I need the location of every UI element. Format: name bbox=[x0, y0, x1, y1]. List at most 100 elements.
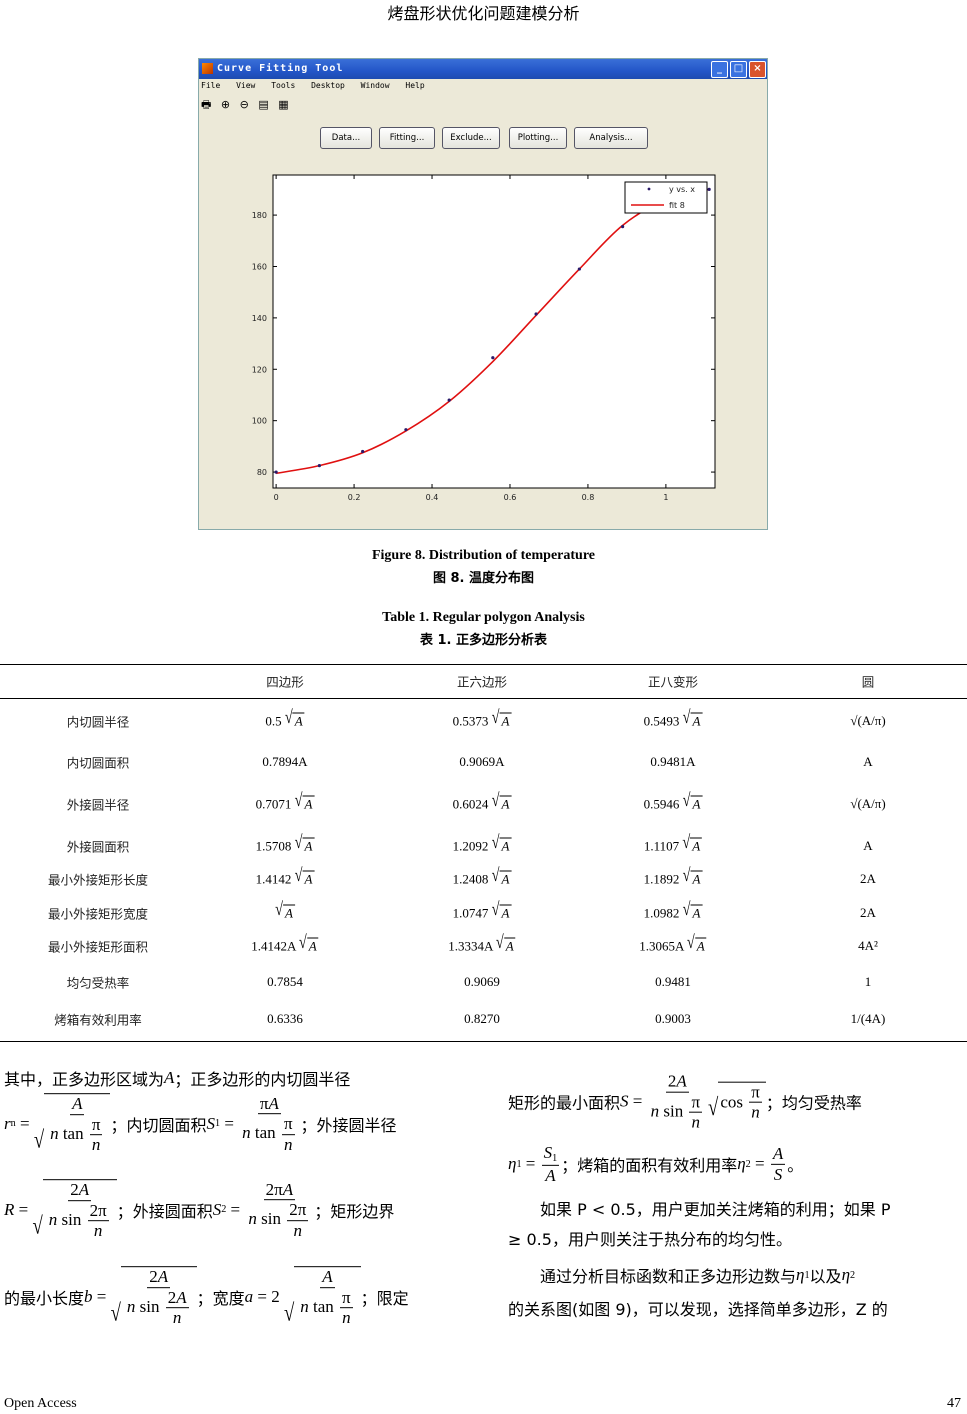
fraction: 2π n bbox=[87, 1201, 109, 1241]
radical-sign: √ bbox=[708, 1093, 719, 1122]
table-cell: 1.2092 √ A bbox=[453, 832, 512, 855]
subscript: 1 bbox=[804, 1269, 810, 1281]
column-header: 正八变形 bbox=[647, 674, 699, 690]
zoom-out-icon[interactable]: ⊖ bbox=[239, 98, 249, 111]
math-variable: A bbox=[501, 905, 510, 921]
table-cell: √(A/π) bbox=[850, 713, 885, 729]
math-variable: A bbox=[72, 1094, 83, 1114]
math-text: cos bbox=[720, 1092, 748, 1112]
math-variable: A bbox=[692, 713, 701, 729]
numerator: π bbox=[340, 1288, 353, 1309]
math-variable: a bbox=[244, 1286, 254, 1306]
legend-icon[interactable]: ▤ bbox=[258, 98, 269, 111]
x-tick-label: 0.2 bbox=[348, 493, 361, 502]
legend-label-fit: fit 8 bbox=[669, 201, 685, 210]
footer-open-access: Open Access bbox=[4, 1396, 77, 1411]
math-variable: n bbox=[50, 1123, 59, 1143]
zoom-in-icon[interactable]: ⊕ bbox=[220, 98, 231, 111]
data-button[interactable]: Data... bbox=[320, 127, 372, 149]
table-cell: 0.5946 √ A bbox=[644, 790, 703, 813]
radicand: A bbox=[292, 712, 305, 730]
denominator: n bbox=[340, 1308, 353, 1328]
x-tick-label: 0 bbox=[274, 493, 279, 502]
cell-value: 1.0982 bbox=[643, 905, 683, 920]
text: 通过分析目标函数和正多边形边数与 bbox=[508, 1267, 797, 1286]
cell-value: 0.5373 bbox=[452, 713, 492, 728]
math-text: = bbox=[92, 1286, 111, 1306]
row-label: 外接圆半径 bbox=[66, 797, 130, 813]
text: ；正多边形的内切圆半径 bbox=[174, 1070, 351, 1089]
fraction: S1 A bbox=[541, 1143, 560, 1185]
x-tick-label: 0.8 bbox=[582, 493, 595, 502]
subscript: 2 bbox=[850, 1269, 856, 1281]
radical-sign: √ bbox=[491, 832, 500, 854]
square-root: √ A bbox=[295, 790, 315, 813]
cell-value: 0.7071 bbox=[255, 796, 295, 811]
math-text: π bbox=[283, 1114, 293, 1134]
denominator: n bbox=[292, 1221, 305, 1241]
radical-sign: √ bbox=[491, 865, 500, 887]
analysis-button[interactable]: Analysis... bbox=[574, 127, 648, 149]
denominator: n sin 2π n bbox=[47, 1201, 113, 1241]
text: 的最小长度 bbox=[4, 1288, 85, 1308]
menu-view[interactable]: View bbox=[236, 81, 256, 90]
menu-tools[interactable]: Tools bbox=[271, 81, 296, 90]
table-cell: √ A bbox=[275, 899, 295, 922]
grid-icon[interactable]: ▦ bbox=[278, 98, 289, 111]
math-text: tan bbox=[250, 1123, 280, 1143]
numerator: π bbox=[689, 1092, 703, 1113]
radical-sign: √ bbox=[495, 932, 504, 954]
menu-help[interactable]: Help bbox=[405, 81, 425, 90]
math-text: 2 bbox=[167, 1287, 177, 1307]
math-variable: A bbox=[501, 713, 510, 729]
text-line: ≥ 0.5，用户则关注于热分布的均匀性。 bbox=[508, 1226, 792, 1250]
math-variable: η bbox=[737, 1154, 746, 1173]
math-variable: A bbox=[308, 938, 317, 954]
cell-value: 2A bbox=[860, 905, 876, 920]
print-icon[interactable]: 🖶 bbox=[201, 98, 212, 111]
plotting-button[interactable]: Plotting... bbox=[509, 127, 567, 149]
radical-sign: √ bbox=[682, 790, 691, 812]
numerator: S1 bbox=[541, 1143, 560, 1166]
menu-window[interactable]: Window bbox=[360, 81, 390, 90]
row-label: 烤箱有效利用率 bbox=[54, 1012, 142, 1028]
radical-sign: √ bbox=[682, 899, 691, 921]
menu-file[interactable]: File bbox=[201, 81, 221, 90]
legend-label-data: y vs. x bbox=[669, 185, 695, 194]
maximize-button[interactable]: □ bbox=[730, 61, 747, 78]
exclude-button[interactable]: Exclude... bbox=[442, 127, 500, 149]
math-variable: n bbox=[300, 1296, 309, 1316]
y-tick-label: 120 bbox=[252, 365, 267, 374]
cell-value: 0.5493 bbox=[643, 713, 683, 728]
x-tick-label: 1 bbox=[663, 493, 668, 502]
math-text: = bbox=[750, 1154, 769, 1173]
text: 以及 bbox=[809, 1267, 842, 1286]
square-root: √ A bbox=[683, 790, 703, 813]
close-button[interactable]: × bbox=[749, 61, 766, 78]
math-variable: A bbox=[501, 796, 510, 812]
math-text: = bbox=[220, 1113, 239, 1133]
text: 矩形的最小面积 bbox=[508, 1093, 621, 1113]
table-cell: 1.2408 √ A bbox=[453, 865, 512, 888]
square-root: √ A bbox=[683, 865, 703, 888]
window-title-bar[interactable]: Curve Fitting Tool _ □ × bbox=[199, 59, 767, 79]
numerator: 2A bbox=[147, 1267, 171, 1288]
radicand: A bbox=[690, 837, 703, 855]
cell-value: 1.3334A bbox=[448, 938, 496, 953]
table-cell: 1.0982 √ A bbox=[643, 899, 703, 922]
fitting-button[interactable]: Fitting... bbox=[379, 127, 435, 149]
table-cell: 1.1892 √ A bbox=[644, 865, 703, 888]
math-variable: A bbox=[304, 838, 313, 854]
math-text: π bbox=[751, 1082, 760, 1102]
denominator: n bbox=[749, 1103, 762, 1123]
math-variable: n bbox=[293, 1220, 303, 1240]
cell-value: 0.9481A bbox=[650, 754, 696, 769]
menu-desktop[interactable]: Desktop bbox=[311, 81, 345, 90]
radicand: 2A n sin 2π n bbox=[42, 1179, 117, 1241]
math-variable: A bbox=[304, 796, 313, 812]
subscript: 1 bbox=[516, 1158, 522, 1170]
y-tick-label: 160 bbox=[252, 262, 267, 271]
minimize-button[interactable]: _ bbox=[711, 61, 728, 78]
